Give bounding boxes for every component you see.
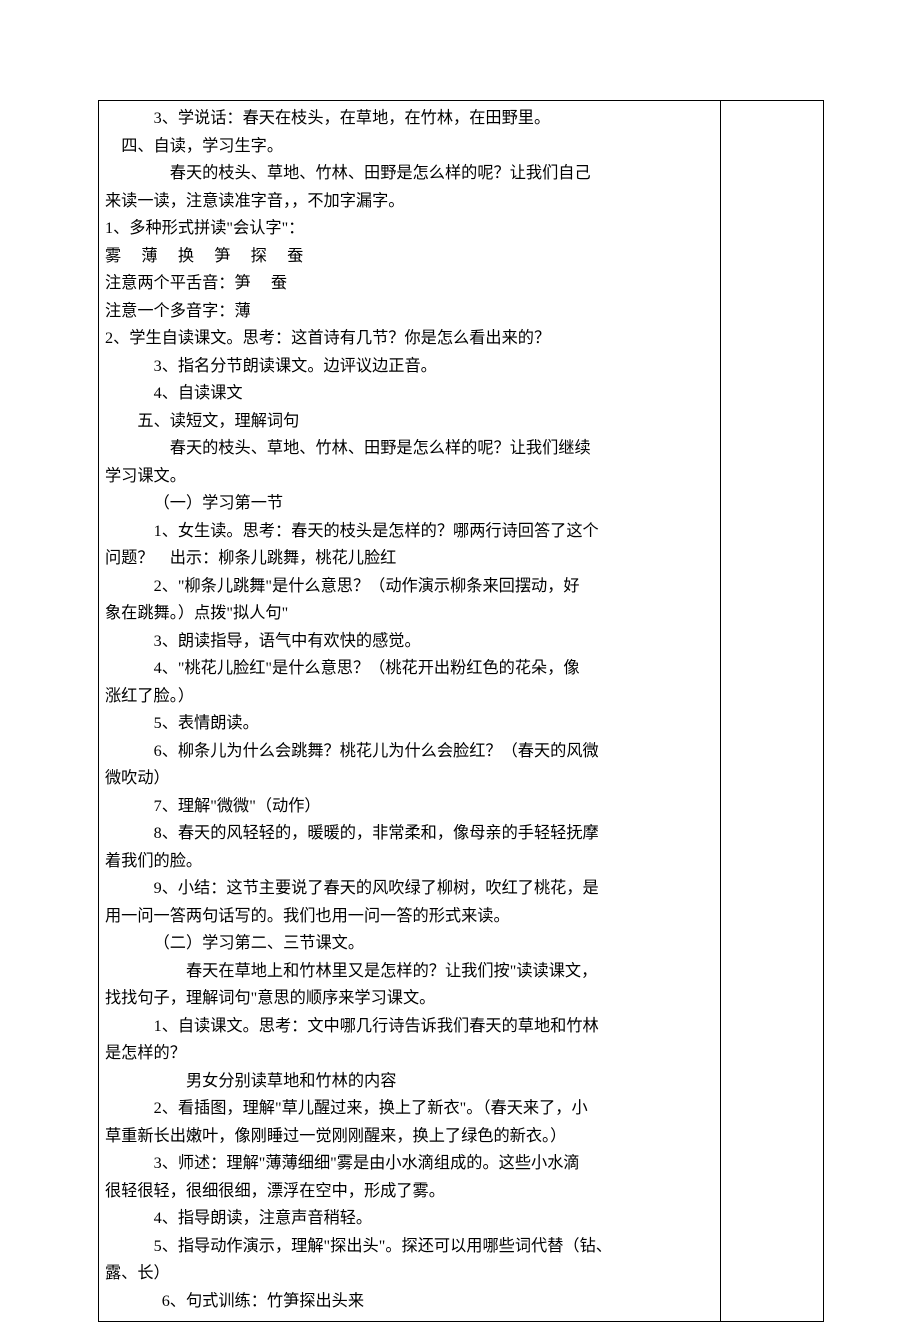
text-line: 5、指导动作演示，理解"探出头"。探还可以用哪些词代替（钻、 [105,1233,714,1261]
text-line: 1、自读课文。思考：文中哪几行诗告诉我们春天的草地和竹林 [105,1013,714,1041]
text-line: 6、柳条儿为什么会跳舞？桃花儿为什么会脸红？（春天的风微 [105,738,714,766]
text-line: 3、朗读指导，语气中有欢快的感觉。 [105,628,714,656]
text-line: 来读一读，注意读准字音，，不加字漏字。 [105,188,714,216]
text-line: 2、"柳条儿跳舞"是什么意思？（动作演示柳条来回摆动，好 [105,573,714,601]
table-frame: 3、学说话：春天在枝头，在草地，在竹林，在田野里。四、自读，学习生字。春天的枝头… [98,100,824,1322]
text-line: 4、"桃花儿脸红"是什么意思？（桃花开出粉红色的花朵，像 [105,655,714,683]
text-line: 涨红了脸。） [105,683,714,711]
text-line: 草重新长出嫩叶，像刚睡过一觉刚刚醒来，换上了绿色的新衣。） [105,1123,714,1151]
text-line: 男女分别读草地和竹林的内容 [105,1068,714,1096]
text-line: 5、表情朗读。 [105,710,714,738]
text-line: 6、句式训练：竹笋探出头来 [105,1288,714,1316]
text-line: 着我们的脸。 [105,848,714,876]
text-line: 注意一个多音字：薄 [105,298,714,326]
text-line: 2、看插图，理解"草儿醒过来，换上了新衣"。（春天来了，小 [105,1095,714,1123]
text-line: 雾 薄 换 笋 探 蚕 [105,243,714,271]
text-line: 问题？ 出示：柳条儿跳舞，桃花儿脸红 [105,545,714,573]
text-line: 露、长） [105,1260,714,1288]
text-line: 很轻很轻，很细很细，漂浮在空中，形成了雾。 [105,1178,714,1206]
text-line: 7、理解"微微"（动作） [105,793,714,821]
text-line: 学习课文。 [105,463,714,491]
text-line: 找找句子，理解词句"意思的顺序来学习课文。 [105,985,714,1013]
page: 3、学说话：春天在枝头，在草地，在竹林，在田野里。四、自读，学习生字。春天的枝头… [0,0,920,1302]
text-line: 2、学生自读课文。思考：这首诗有几节？你是怎么看出来的？ [105,325,714,353]
text-line: 8、春天的风轻轻的，暖暖的，非常柔和，像母亲的手轻轻抚摩 [105,820,714,848]
text-line: 1、多种形式拼读"会认字"： [105,215,714,243]
text-line: 是怎样的？ [105,1040,714,1068]
text-line: 4、自读课文 [105,380,714,408]
text-line: 3、指名分节朗读课文。边评议边正音。 [105,353,714,381]
text-line: 象在跳舞。）点拨"拟人句" [105,600,714,628]
text-line: 用一问一答两句话写的。我们也用一问一答的形式来读。 [105,903,714,931]
text-line: 春天的枝头、草地、竹林、田野是怎么样的呢？让我们继续 [105,435,714,463]
content-column: 3、学说话：春天在枝头，在草地，在竹林，在田野里。四、自读，学习生字。春天的枝头… [99,101,721,1321]
text-line: 4、指导朗读，注意声音稍轻。 [105,1205,714,1233]
text-line: 1、女生读。思考：春天的枝头是怎样的？哪两行诗回答了这个 [105,518,714,546]
text-line: （二）学习第二、三节课文。 [105,930,714,958]
text-line: （一）学习第一节 [105,490,714,518]
text-line: 注意两个平舌音：笋 蚕 [105,270,714,298]
text-line: 春天的枝头、草地、竹林、田野是怎么样的呢？让我们自己 [105,160,714,188]
text-line: 3、师述：理解"薄薄细细"雾是由小水滴组成的。这些小水滴 [105,1150,714,1178]
text-line: 3、学说话：春天在枝头，在草地，在竹林，在田野里。 [105,105,714,133]
text-line: 微吹动） [105,765,714,793]
text-line: 春天在草地上和竹林里又是怎样的？让我们按"读读课文， [105,958,714,986]
text-line: 四、自读，学习生字。 [105,133,714,161]
side-column [721,101,823,1321]
text-line: 9、小结：这节主要说了春天的风吹绿了柳树，吹红了桃花，是 [105,875,714,903]
text-line: 五、读短文，理解词句 [105,408,714,436]
